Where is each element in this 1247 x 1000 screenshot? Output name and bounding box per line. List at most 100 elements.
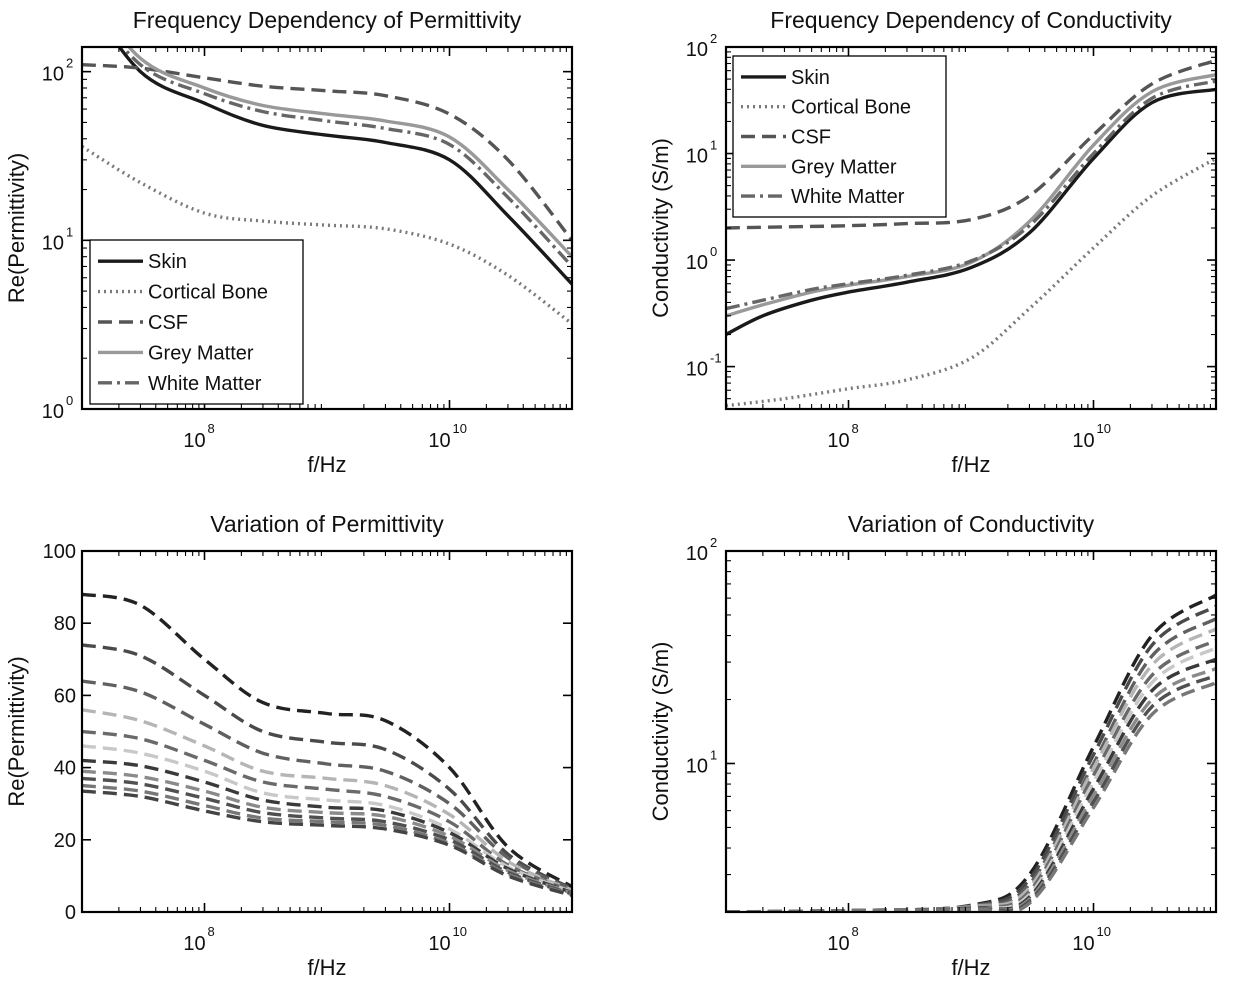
y-tick-label: 10 [686, 252, 708, 274]
legend-label: Skin [148, 251, 187, 273]
x-tick-label-exponent: 10 [453, 421, 467, 436]
series-line-5 [726, 638, 1216, 912]
subplot-2: Frequency Dependency of Conductivity f/Hz… [648, 7, 1218, 477]
y-tick-label: 10 [686, 359, 708, 381]
series-line-csf [82, 63, 572, 242]
series-line-1 [82, 592, 572, 889]
subplot-panels: Frequency Dependency of Permittivity f/Hz… [4, 7, 1218, 980]
x-tick-label-exponent: 8 [208, 421, 215, 436]
x-tick-label: 10 [1072, 933, 1094, 955]
x-axis-label: f/Hz [951, 452, 990, 477]
legend-label: White Matter [791, 186, 905, 208]
series-line-3 [82, 679, 572, 891]
series-group [82, 592, 572, 898]
subplot-3: Variation of Permittivity f/Hz Re(Permitti… [4, 511, 574, 980]
x-tick-label-exponent: 10 [453, 924, 467, 939]
series-line-4 [82, 708, 572, 892]
subplot-1: Frequency Dependency of Permittivity f/Hz… [4, 7, 574, 477]
series-line-cortical-bone [726, 156, 1216, 408]
legend-label: Skin [791, 67, 830, 89]
chart-title: Variation of Conductivity [848, 511, 1095, 537]
y-axis-label: Re(Permittivity) [4, 656, 29, 806]
legend-label: Grey Matter [148, 342, 254, 364]
y-axis-label: Conductivity (S/m) [648, 642, 673, 822]
x-tick-label-exponent: 8 [208, 924, 215, 939]
y-tick-label: 10 [686, 146, 708, 168]
series-line-csf [726, 58, 1216, 230]
y-tick-label: 100 [43, 541, 76, 563]
x-tick-label: 10 [183, 933, 205, 955]
series-group [726, 58, 1216, 408]
y-tick-label: 60 [54, 685, 76, 707]
x-axis-label: f/Hz [951, 955, 990, 980]
y-tick-label: 0 [65, 902, 76, 924]
x-tick-label-exponent: 10 [1097, 421, 1111, 436]
x-tick-label: 10 [428, 430, 450, 452]
y-tick-label: 10 [686, 543, 708, 565]
x-tick-label: 10 [1072, 430, 1094, 452]
y-tick-label: 20 [54, 830, 76, 852]
series-line-11 [82, 789, 572, 898]
y-tick-label: 10 [42, 64, 64, 86]
series-line-1 [726, 593, 1216, 912]
legend-label: White Matter [148, 373, 262, 395]
series-line-7 [726, 657, 1216, 912]
series-line-grey-matter [126, 47, 572, 258]
x-tick-label: 10 [827, 933, 849, 955]
series-line-5 [82, 729, 572, 893]
legend-label: Cortical Bone [791, 97, 911, 119]
axes-frame [80, 45, 574, 411]
series-line-skin [117, 47, 572, 286]
series-line-white-matter [726, 79, 1216, 311]
legend-label: CSF [791, 127, 831, 149]
y-tick-label-exponent: 1 [710, 138, 717, 153]
x-tick-label: 10 [827, 430, 849, 452]
y-tick-label-exponent: 2 [710, 31, 717, 46]
series-line-6 [726, 646, 1216, 912]
x-tick-label-exponent: 8 [852, 924, 859, 939]
legend-label: Cortical Bone [148, 282, 268, 304]
legend-label: CSF [148, 312, 188, 334]
y-axis-label: Re(Permittivity) [4, 153, 29, 303]
y-tick-label-exponent: 1 [66, 224, 73, 239]
chart-title: Variation of Permittivity [210, 511, 444, 537]
legend: Skin Cortical Bone CSF Grey Matter White Mat… [89, 239, 304, 405]
y-tick-label: 10 [686, 39, 708, 61]
series-line-8 [82, 769, 572, 895]
series-group [82, 47, 572, 326]
series-line-2 [82, 643, 572, 891]
series-line-7 [82, 758, 572, 895]
y-tick-label-exponent: 2 [710, 535, 717, 550]
series-line-4 [726, 627, 1216, 912]
legend: Skin Cortical Bone CSF Grey Matter White Mat… [732, 55, 947, 218]
legend-label: Grey Matter [791, 156, 897, 178]
y-tick-label-exponent: 0 [710, 244, 717, 259]
y-tick-label: 10 [42, 401, 64, 423]
y-tick-label-exponent: 0 [66, 393, 73, 408]
series-line-9 [82, 776, 572, 896]
y-axis-label: Conductivity (S/m) [648, 138, 673, 318]
x-tick-label: 10 [183, 430, 205, 452]
series-group [726, 593, 1216, 912]
x-tick-label: 10 [428, 933, 450, 955]
y-tick-label: 80 [54, 613, 76, 635]
y-tick-label: 10 [42, 232, 64, 254]
series-line-10 [726, 681, 1216, 912]
series-line-grey-matter [726, 73, 1216, 318]
x-axis-label: f/Hz [307, 452, 346, 477]
y-tick-label-exponent: 2 [66, 56, 73, 71]
axes-frame [724, 549, 1218, 914]
y-tick-label-exponent: -1 [710, 351, 722, 366]
x-tick-label-exponent: 10 [1097, 924, 1111, 939]
y-tick-label-exponent: 1 [710, 747, 717, 762]
chart-title: Frequency Dependency of Permittivity [133, 7, 522, 33]
series-line-skin [726, 87, 1216, 337]
subplot-4: Variation of Conductivity f/Hz Conductivit… [648, 511, 1218, 980]
chart-title: Frequency Dependency of Conductivity [770, 7, 1172, 33]
series-line-6 [82, 744, 572, 894]
x-tick-label-exponent: 8 [852, 421, 859, 436]
axes-frame [80, 549, 574, 914]
y-tick-label: 10 [686, 755, 708, 777]
